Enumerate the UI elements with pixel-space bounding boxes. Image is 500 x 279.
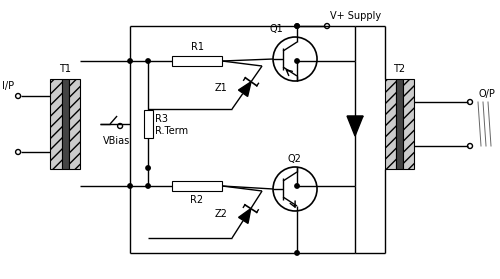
Text: R.Term: R.Term (155, 126, 188, 136)
Bar (144, 110, 152, 138)
Text: Z1: Z1 (214, 83, 227, 93)
Text: R1: R1 (190, 42, 203, 52)
Bar (172, 181, 222, 191)
Polygon shape (238, 82, 251, 97)
Text: R2: R2 (190, 195, 203, 205)
Bar (62, 79, 69, 169)
Bar (385, 79, 396, 169)
Circle shape (295, 184, 299, 188)
Circle shape (295, 251, 299, 255)
Text: I/P: I/P (2, 81, 14, 91)
Polygon shape (347, 116, 363, 136)
Bar (50, 79, 62, 169)
Polygon shape (238, 209, 251, 223)
Bar (69, 79, 80, 169)
Text: O/P: O/P (478, 89, 495, 99)
Circle shape (128, 184, 132, 188)
Text: Q2: Q2 (287, 154, 301, 164)
Circle shape (146, 59, 150, 63)
Circle shape (128, 59, 132, 63)
Circle shape (146, 166, 150, 170)
Circle shape (295, 24, 299, 28)
Text: T2: T2 (394, 64, 406, 74)
Circle shape (295, 59, 299, 63)
Text: Z2: Z2 (214, 210, 227, 220)
Bar (403, 79, 414, 169)
Circle shape (146, 184, 150, 188)
Text: V+ Supply: V+ Supply (330, 11, 381, 21)
Text: R3: R3 (155, 114, 168, 124)
Text: VBias: VBias (103, 136, 130, 146)
Text: Q1: Q1 (269, 24, 283, 34)
Bar (172, 56, 222, 66)
Circle shape (295, 24, 299, 28)
Text: T1: T1 (59, 64, 71, 74)
Bar (396, 79, 403, 169)
